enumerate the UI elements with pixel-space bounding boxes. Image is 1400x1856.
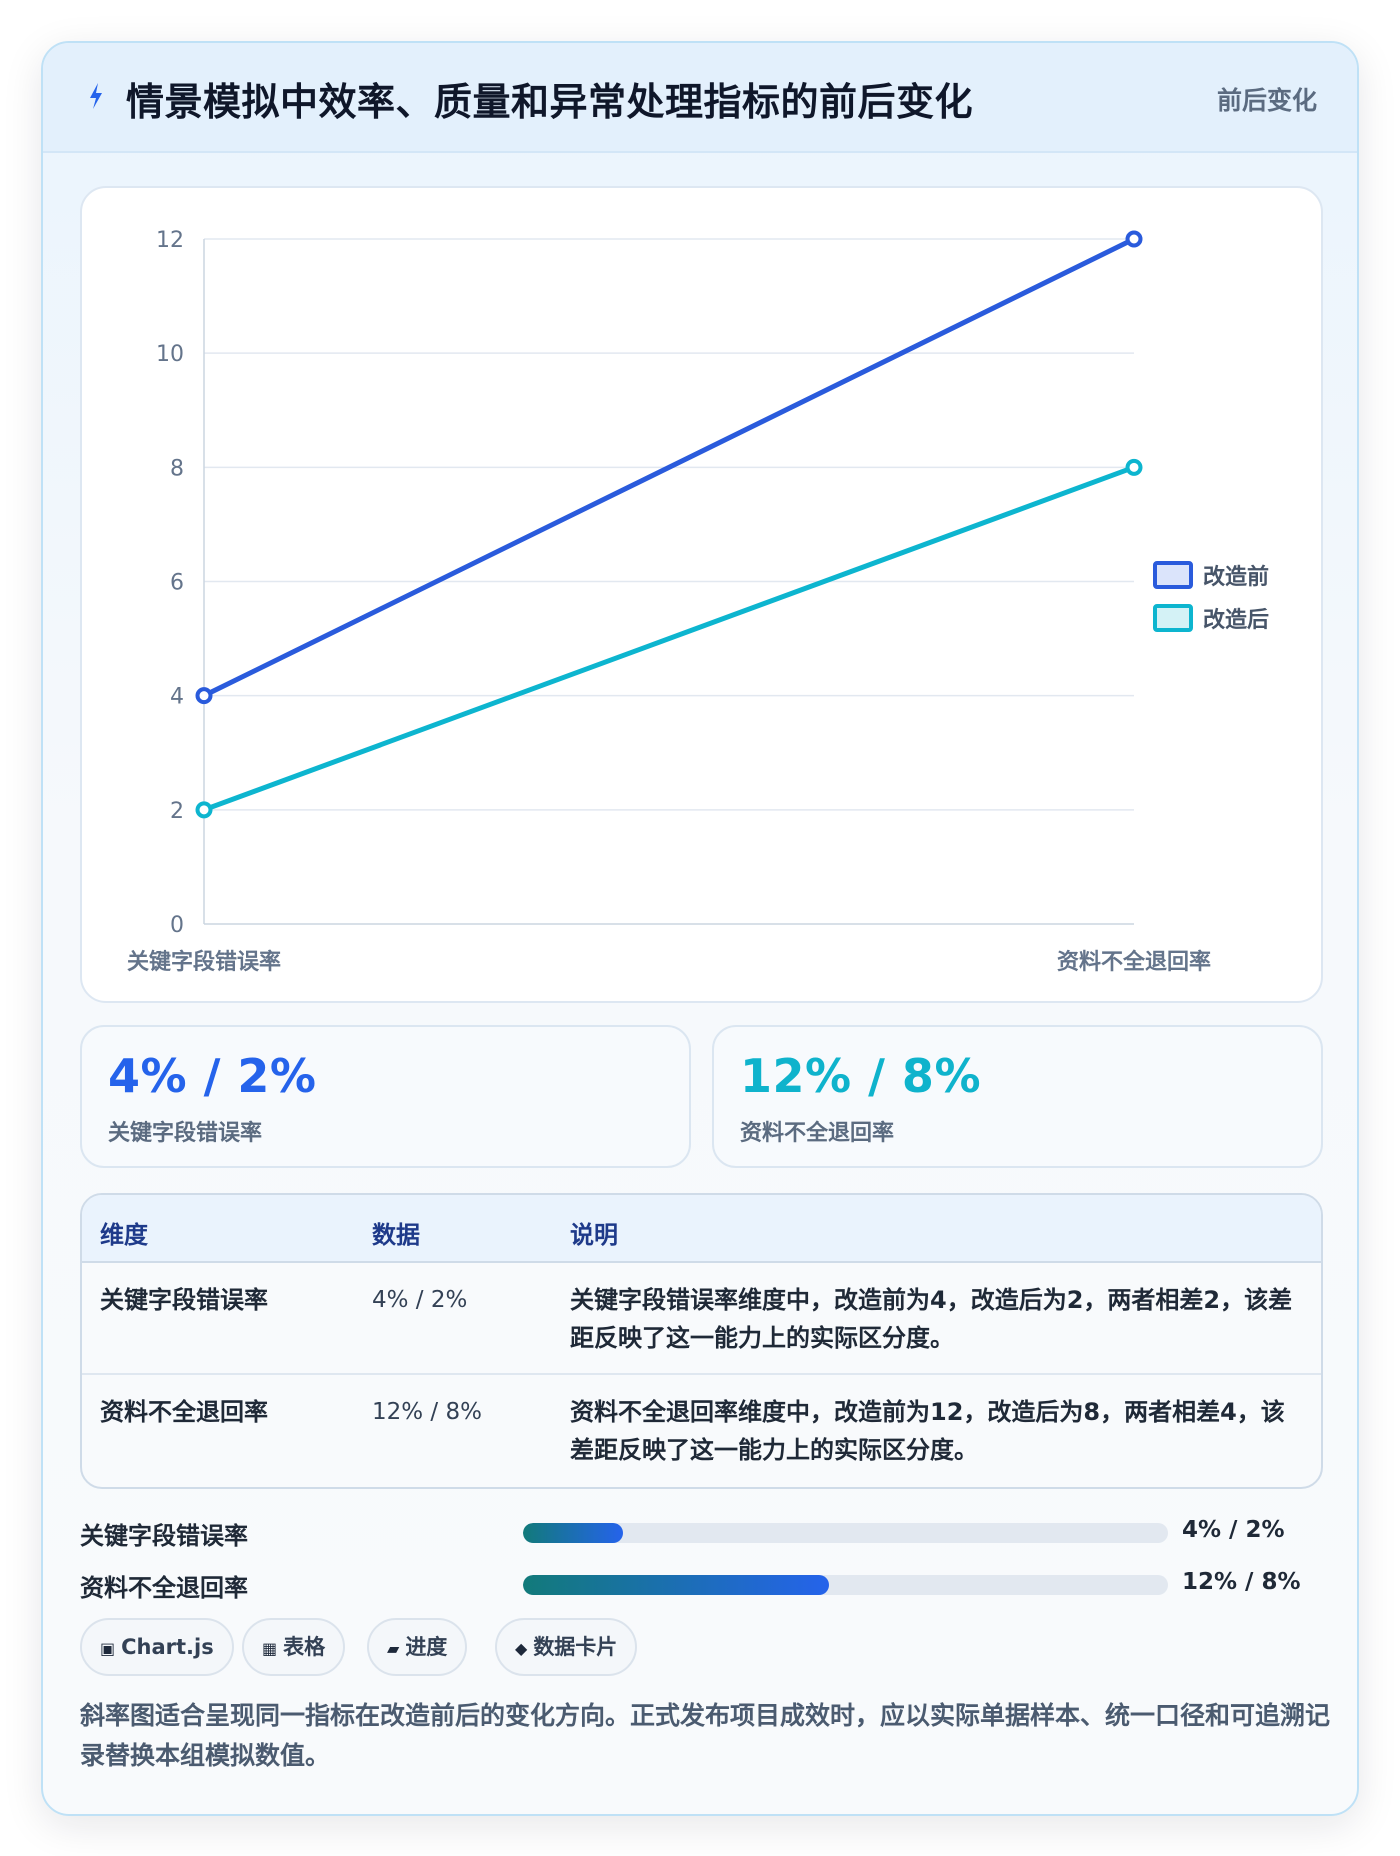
kpi-label: 资料不全退回率 [740,1121,895,1146]
legend-swatch [1153,561,1193,589]
lightning-icon [90,83,102,109]
progress-track [523,1523,1168,1543]
kpi-label: 关键字段错误率 [108,1121,263,1146]
table-icon: ▦ [262,1639,278,1658]
progress-fill [523,1575,830,1595]
table-cell-dimension: 关键字段错误率 [100,1286,268,1314]
footnote: 斜率图适合呈现同一指标在改造前后的变化方向。正式发布项目成效时，应以实际单据样本… [80,1701,1331,1770]
chart-icon: ▣ [100,1639,116,1658]
x-tick-label: 关键字段错误率 [127,949,281,975]
x-tick-label: 资料不全退回率 [1057,949,1211,975]
table-cell-dimension: 资料不全退回率 [100,1398,268,1426]
chip-label: Chart.js [121,1635,214,1659]
kpi-value: 4% / 2% [108,1049,317,1103]
progress-label: 资料不全退回率 [80,1574,248,1602]
chip-table[interactable]: ▦ 表格 [242,1618,346,1676]
chip-label: 表格 [283,1635,326,1659]
y-tick-label: 2 [170,799,184,824]
progress-value: 12% / 8% [1182,1569,1301,1595]
progress-track [523,1575,1168,1595]
series-line-2 [201,464,1137,813]
table-cell-description: 关键字段错误率维度中，改造前为4，改造后为2，两者相差2，该差距反映了这一能力上… [570,1286,1293,1352]
chart-panel: 0 2 4 6 8 10 12 关键字段错误率 资料不全退回率 改造前改造后 [80,186,1323,1003]
legend-label: 改造后 [1203,607,1269,633]
progress-row: 关键字段错误率 4% / 2% [80,1512,1330,1552]
table-header-cell: 维度 [100,1221,148,1249]
series-line-1 [201,236,1137,699]
progress-fill [523,1523,623,1543]
y-tick-label: 6 [170,571,184,596]
y-tick-label: 12 [156,228,184,253]
table-header-cell: 说明 [570,1221,618,1249]
progress-label: 关键字段错误率 [80,1522,248,1550]
table-header-row: 维度 数据 说明 [82,1195,1321,1263]
data-table: 维度 数据 说明 关键字段错误率 4% / 2% 关键字段错误率维度中，改造前为… [80,1193,1323,1489]
y-tick-label: 10 [156,342,184,367]
chip-progress[interactable]: ▰ 进度 [367,1618,468,1676]
table-row: 关键字段错误率 4% / 2% 关键字段错误率维度中，改造前为4，改造后为2，两… [82,1263,1321,1375]
y-tick-label: 8 [170,456,184,481]
legend-label: 改造前 [1203,564,1269,590]
table-row: 资料不全退回率 12% / 8% 资料不全退回率维度中，改造前为12，改造后为8… [82,1375,1321,1487]
kpi-card-1: 4% / 2% 关键字段错误率 [80,1025,691,1168]
chip-data-card[interactable]: ◆ 数据卡片 [495,1618,638,1676]
table-cell-description: 资料不全退回率维度中，改造前为12，改造后为8，两者相差4，该差距反映了这一能力… [570,1398,1285,1464]
table-header-cell: 数据 [372,1221,420,1249]
data-point [195,801,213,819]
card-header: 情景模拟中效率、质量和异常处理指标的前后变化 前后变化 [43,43,1357,153]
main-card: 情景模拟中效率、质量和异常处理指标的前后变化 前后变化 0 2 4 6 8 10 12 关键字… [41,41,1359,1816]
chip-label: 数据卡片 [533,1635,618,1659]
chip-chartjs[interactable]: ▣ Chart.js [80,1618,234,1676]
kpi-value: 12% / 8% [740,1049,982,1103]
progress-value: 4% / 2% [1182,1517,1285,1543]
progress-row: 资料不全退回率 12% / 8% [80,1564,1330,1604]
table-cell-data: 12% / 8% [372,1399,482,1425]
table-cell-data: 4% / 2% [372,1287,468,1313]
kpi-card-2: 12% / 8% 资料不全退回率 [712,1025,1323,1168]
chip-label: 进度 [405,1635,448,1659]
y-tick-label: 0 [170,913,184,938]
data-point [1125,230,1143,248]
data-point [1125,458,1143,476]
legend-swatch [1153,604,1193,632]
y-tick-label: 4 [170,685,184,710]
data-point [195,687,213,705]
diamond-icon: ◆ [515,1639,528,1658]
header-tag: 前后变化 [1216,86,1317,115]
page-title: 情景模拟中效率、质量和异常处理指标的前后变化 [126,80,974,124]
progress-icon: ▰ [387,1639,400,1658]
